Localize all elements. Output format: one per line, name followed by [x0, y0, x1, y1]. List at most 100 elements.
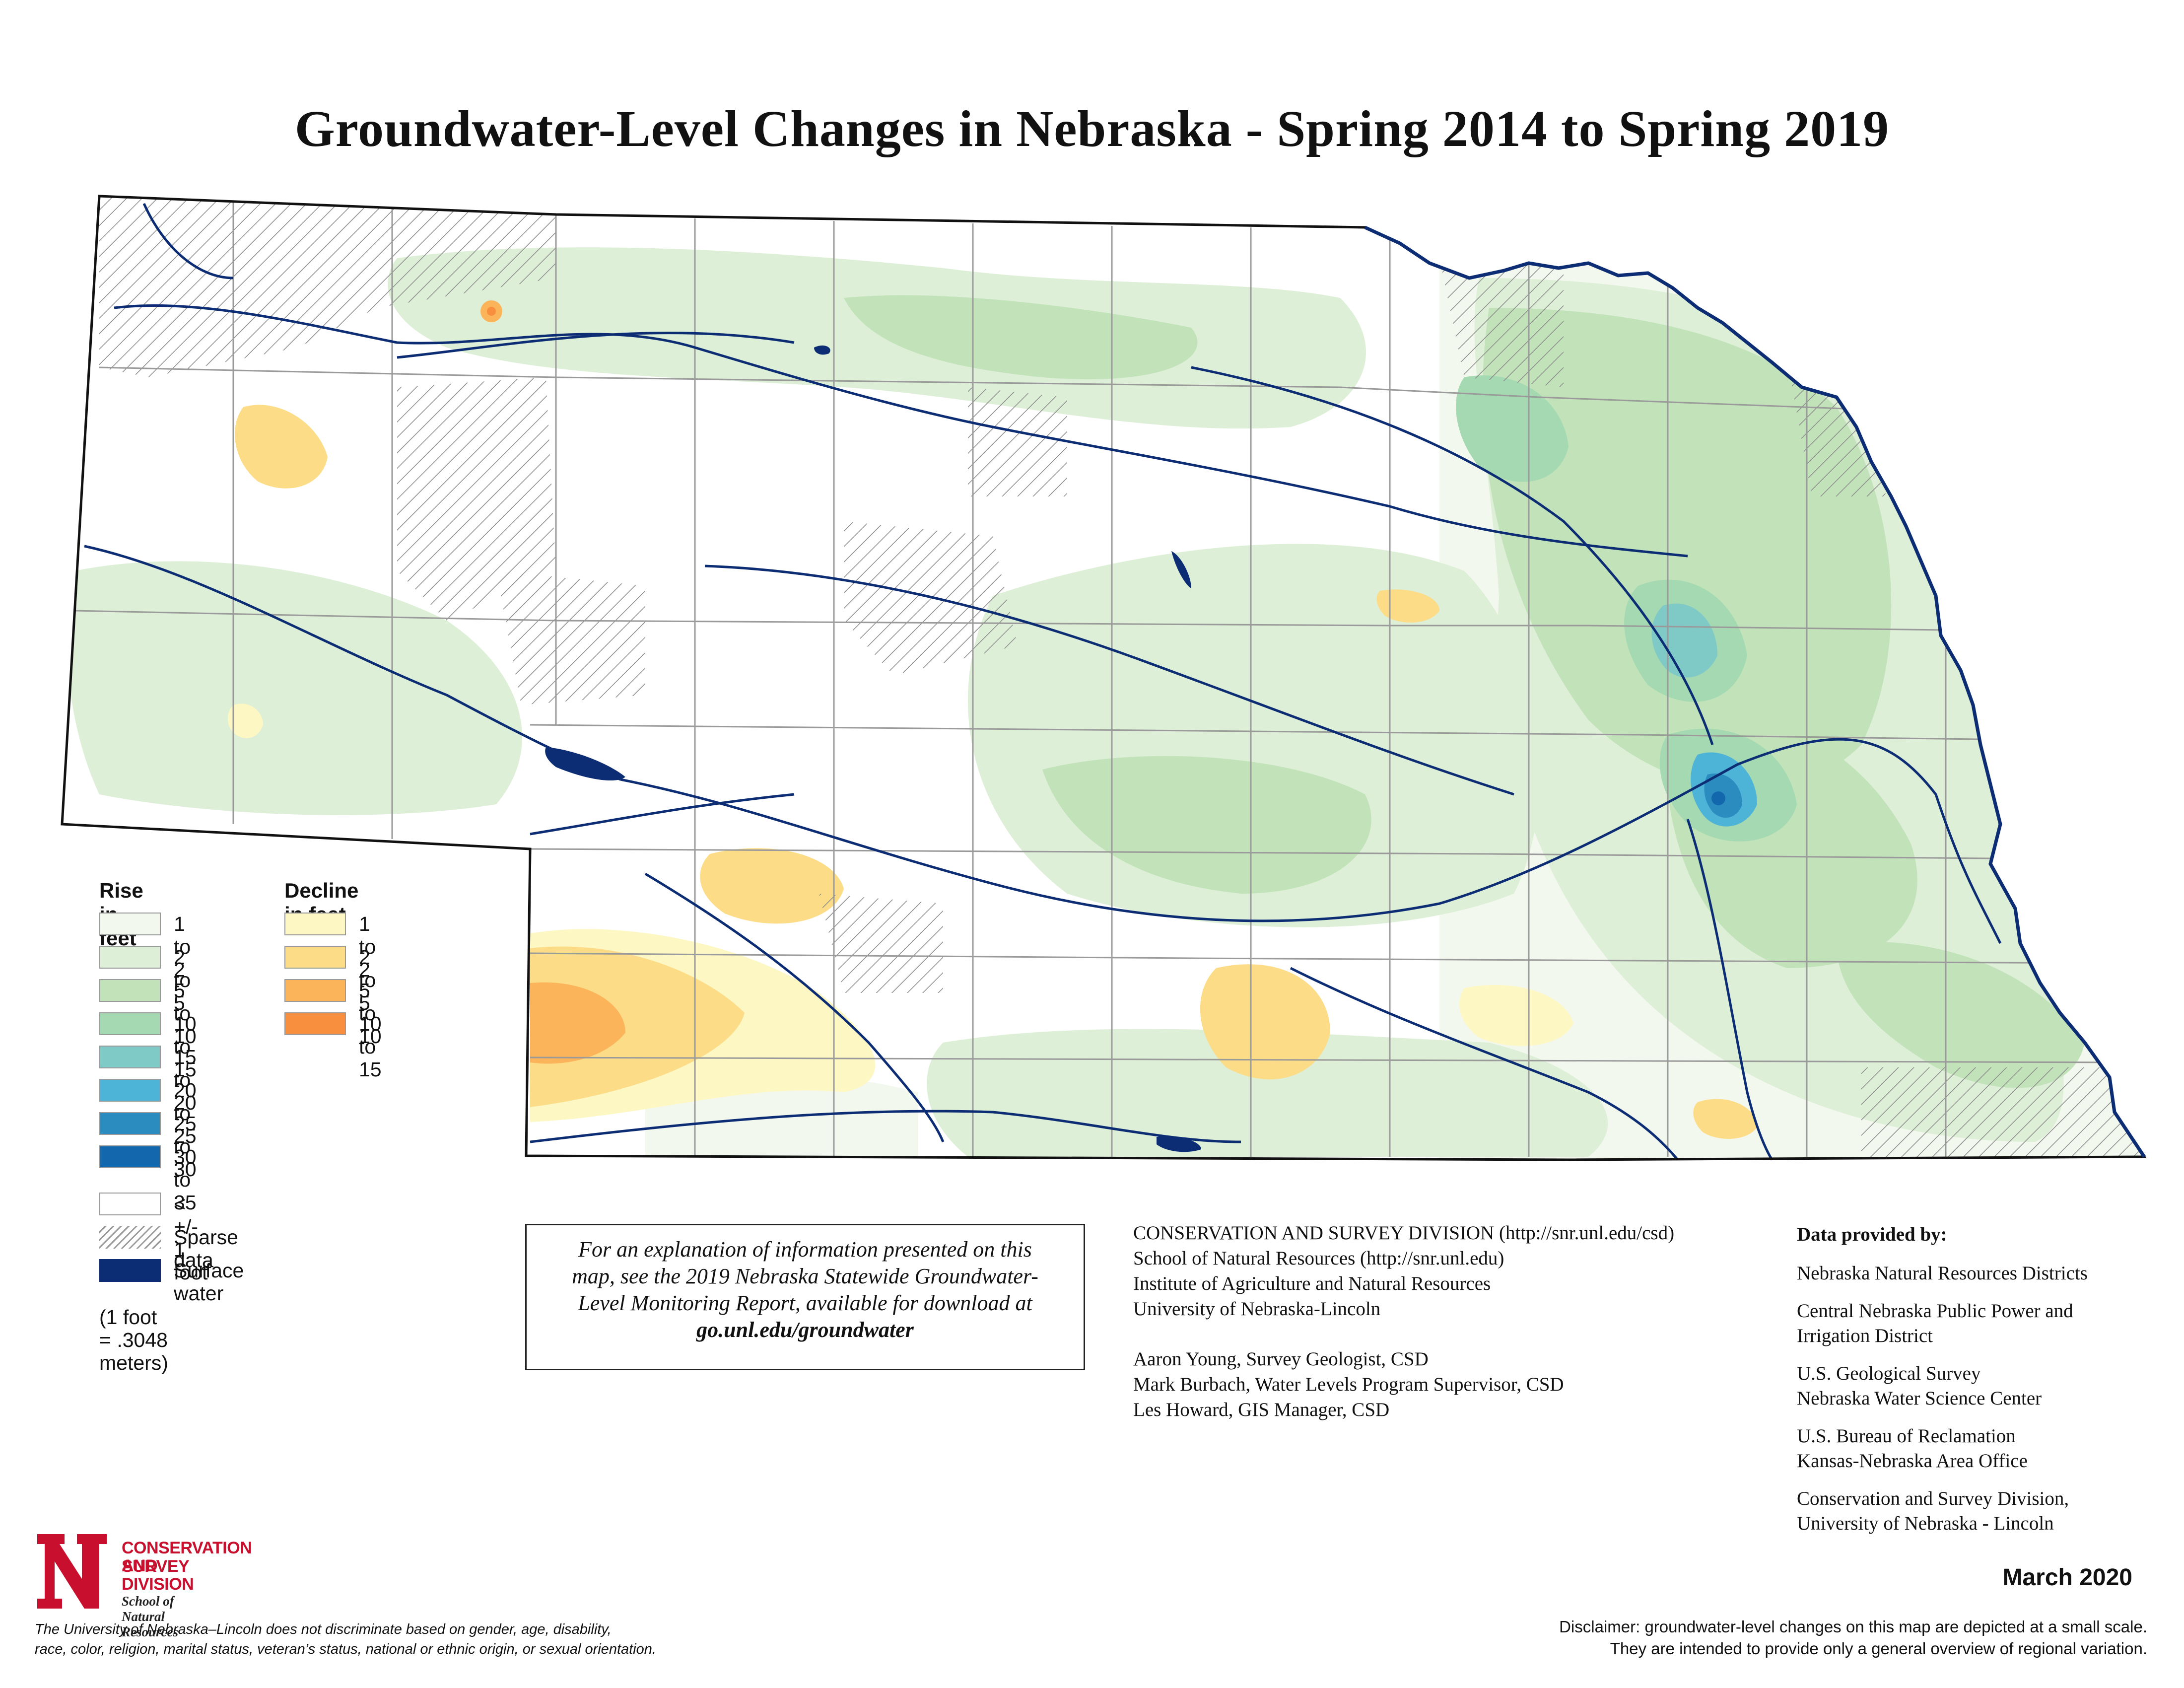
- legend-rise-swatch: [99, 1079, 161, 1102]
- legend-rise-label: 25 to 30: [174, 1112, 197, 1181]
- frenchman-creek: [644, 872, 945, 1142]
- legend-other-label: Surface water: [174, 1259, 244, 1305]
- nebraska-n-icon: [37, 1534, 107, 1609]
- legend-decline-label: 10 to 15: [359, 1012, 382, 1081]
- decline-southwest-2-5: [530, 946, 745, 1107]
- provider-line: Nebraska Water Science Center: [1797, 1388, 2042, 1409]
- provider-line: Irrigation District: [1797, 1325, 1933, 1346]
- disclaimer-line: They are intended to provide only a gene…: [1610, 1639, 2147, 1658]
- sparse-data-southeast: [1861, 1067, 2144, 1160]
- legend-rise-label: 30 to 35: [174, 1145, 197, 1214]
- legend-rise-swatch: [99, 1145, 161, 1168]
- decline-spot-panhandle: [227, 703, 263, 738]
- provider-item: Conservation and Survey Division, Univer…: [1797, 1486, 2088, 1536]
- provider-item: U.S. Geological Survey Nebraska Water Sc…: [1797, 1361, 2088, 1411]
- logo-line: SURVEY DIVISION: [122, 1557, 194, 1594]
- credit-org-line: Institute of Agriculture and Natural Res…: [1133, 1273, 1491, 1294]
- niobrara-river: [114, 304, 1688, 558]
- surface-water-bodies: [545, 345, 1201, 1152]
- sparse-data-northeast-edge: [1787, 357, 1886, 496]
- legend-other-swatch: [99, 1193, 161, 1215]
- loup-river: [704, 564, 1514, 796]
- legend-rise-swatch: [99, 1012, 161, 1035]
- decline-south-central: [1200, 964, 1330, 1080]
- south-platte-river: [530, 793, 795, 836]
- provider-line: U.S. Bureau of Reclamation: [1797, 1425, 2016, 1447]
- rise-zone-panhandle: [67, 561, 523, 815]
- legend-rise-label: 1 to 2: [174, 913, 191, 981]
- logo-line: CONSERVATION AND: [122, 1539, 252, 1575]
- unl-logo: CONSERVATION AND SURVEY DIVISION School …: [35, 1532, 252, 1639]
- legend-decline-swatch: [284, 913, 346, 935]
- legend-decline-label: 5 to 10: [359, 979, 382, 1048]
- disclaimer-line: Disclaimer: groundwater-level changes on…: [1559, 1618, 2147, 1636]
- legend-rise-swatch: [99, 913, 161, 935]
- providers-heading: Data provided by:: [1797, 1224, 1947, 1245]
- explanation-line: map, see the 2019 Nebraska Statewide Gro…: [572, 1264, 1038, 1288]
- rise-zone-north: [388, 247, 1366, 429]
- provider-item: Nebraska Natural Resources Districts: [1797, 1261, 2088, 1286]
- sparse-data-central: [844, 521, 1018, 675]
- sparse-data-west: [496, 571, 645, 705]
- nondiscrimination-line: The University of Nebraska–Lincoln does …: [35, 1621, 612, 1637]
- legend-other-label: Sparse data: [174, 1226, 238, 1271]
- provider-item: Central Nebraska Public Power and Irriga…: [1797, 1299, 2088, 1348]
- legend-rise-label: 5 to 10: [174, 979, 197, 1048]
- legend-other-label: < +/- 1 foot: [174, 1193, 208, 1284]
- county-boundaries: [74, 196, 2125, 1157]
- sparse-data-southwest: [819, 894, 943, 993]
- sparse-data-north: [377, 209, 556, 308]
- explanation-box: For an explanation of information presen…: [525, 1224, 1085, 1370]
- publication-date: March 2020: [2002, 1564, 2133, 1591]
- legend-rise-swatch: [99, 1112, 161, 1135]
- rise-5-10-central: [1042, 756, 1371, 894]
- credit-person: Les Howard, GIS Manager, CSD: [1133, 1399, 1390, 1420]
- platte-river: [620, 738, 2002, 944]
- lake-mcconaughy: [545, 747, 625, 781]
- legend-decline-swatch: [284, 1012, 346, 1035]
- legend-conversion: (1 foot = .3048 meters): [99, 1306, 168, 1374]
- sparse-data-north-central: [968, 387, 1067, 496]
- legend-decline-label: 1 to 2: [359, 913, 376, 981]
- credit-org-line: University of Nebraska-Lincoln: [1133, 1298, 1381, 1320]
- provider-line: University of Nebraska - Lincoln: [1797, 1513, 2054, 1534]
- provider-line: U.S. Geological Survey: [1797, 1363, 1981, 1384]
- legend-rise-swatch: [99, 979, 161, 1002]
- rise-5-10-southeast: [1837, 941, 2085, 1088]
- reservoir-central: [1171, 551, 1191, 588]
- credits-block: CONSERVATION AND SURVEY DIVISION (http:/…: [1133, 1220, 1674, 1422]
- white-river: [142, 203, 234, 280]
- reservoir-north: [814, 345, 830, 355]
- explanation-line: Level Monitoring Report, available for d…: [578, 1291, 1032, 1315]
- provider-line: Kansas-Nebraska Area Office: [1797, 1450, 2028, 1472]
- legend-rise-label: 10 to 15: [174, 1012, 197, 1081]
- sparse-data-northwest: [99, 196, 377, 377]
- legend-rise-swatch: [99, 1046, 161, 1068]
- legend-rise-label: 15 to 20: [174, 1046, 197, 1114]
- legend-other-swatch: [99, 1226, 161, 1249]
- nondiscrimination-line: race, color, religion, marital status, v…: [35, 1641, 656, 1657]
- sparse-data-northeast: [1439, 258, 1564, 387]
- decline-southwest-north: [700, 848, 844, 924]
- missouri-river-boundary: [1364, 225, 2146, 1158]
- decline-south-central-2: [1459, 985, 1573, 1046]
- nondiscrimination-statement: The University of Nebraska–Lincoln does …: [35, 1619, 656, 1659]
- decline-spot-north-core: [487, 307, 496, 316]
- decline-south-3: [1693, 1099, 1757, 1139]
- provider-line: Central Nebraska Public Power and: [1797, 1300, 2073, 1322]
- logo-subtitle: School of Natural Resources: [122, 1594, 178, 1639]
- credit-person: Mark Burbach, Water Levels Program Super…: [1133, 1374, 1564, 1395]
- rise-5-10-northeast: [1482, 308, 1892, 790]
- little-blue-river: [1290, 967, 1679, 1161]
- explanation-link[interactable]: go.unl.edu/groundwater: [696, 1318, 914, 1342]
- legend-other-swatch: [99, 1259, 161, 1282]
- legend-decline-label: 2 to 5: [359, 946, 376, 1014]
- explanation-line: For an explanation of information presen…: [578, 1237, 1032, 1262]
- legend-rise-label: 20 to 25: [174, 1079, 197, 1147]
- data-providers: Data provided by: Nebraska Natural Resou…: [1797, 1222, 2088, 1549]
- rise-10-15-northeast: [1456, 375, 1569, 482]
- credit-org-line: CONSERVATION AND SURVEY DIVISION (http:/…: [1133, 1222, 1675, 1244]
- credit-person: Aaron Young, Survey Geologist, CSD: [1133, 1348, 1429, 1370]
- decline-southwest-5-10: [530, 982, 625, 1064]
